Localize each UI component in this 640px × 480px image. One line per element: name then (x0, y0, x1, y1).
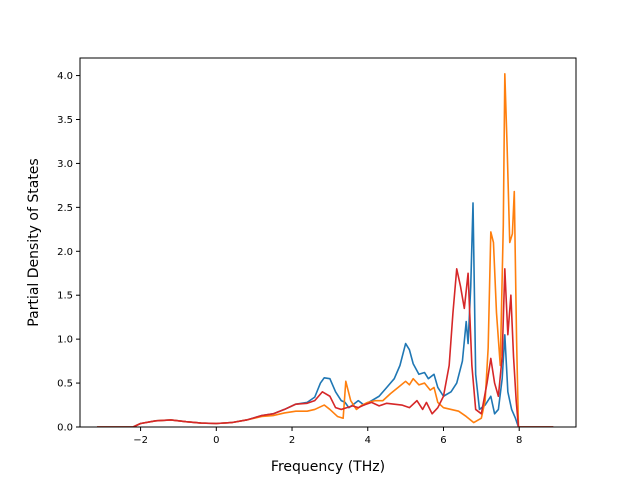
y-tick-label: 1.0 (57, 335, 73, 346)
x-tick-label: 0 (213, 435, 219, 446)
y-tick-label: 0.5 (57, 379, 73, 390)
axes-frame (79, 57, 577, 428)
y-tick-label: 2.5 (57, 203, 73, 214)
x-axis-label: Frequency (THz) (271, 459, 385, 475)
y-axis-label: Partial Density of States (26, 158, 42, 326)
y-tick-label: 3.5 (57, 115, 73, 126)
x-axis-ticks: −2 0 2 4 6 8 (133, 427, 522, 446)
x-tick-label: 6 (440, 435, 446, 446)
x-tick-label: 4 (365, 435, 371, 446)
y-axis-ticks: 0.0 0.5 1.0 1.5 2.0 2.5 3.0 3.5 4.0 (57, 71, 80, 434)
y-tick-label: 2.0 (57, 247, 73, 258)
x-tick-label: −2 (133, 435, 148, 446)
series-line-3 (97, 268, 554, 427)
y-tick-label: 1.5 (57, 291, 73, 302)
y-tick-label: 0.0 (57, 423, 73, 434)
x-tick-label: 8 (516, 435, 522, 446)
x-tick-label: 2 (289, 435, 295, 446)
series-line-2 (97, 73, 554, 427)
y-tick-label: 4.0 (57, 71, 73, 82)
plot-area (97, 73, 554, 427)
y-tick-label: 3.0 (57, 159, 73, 170)
